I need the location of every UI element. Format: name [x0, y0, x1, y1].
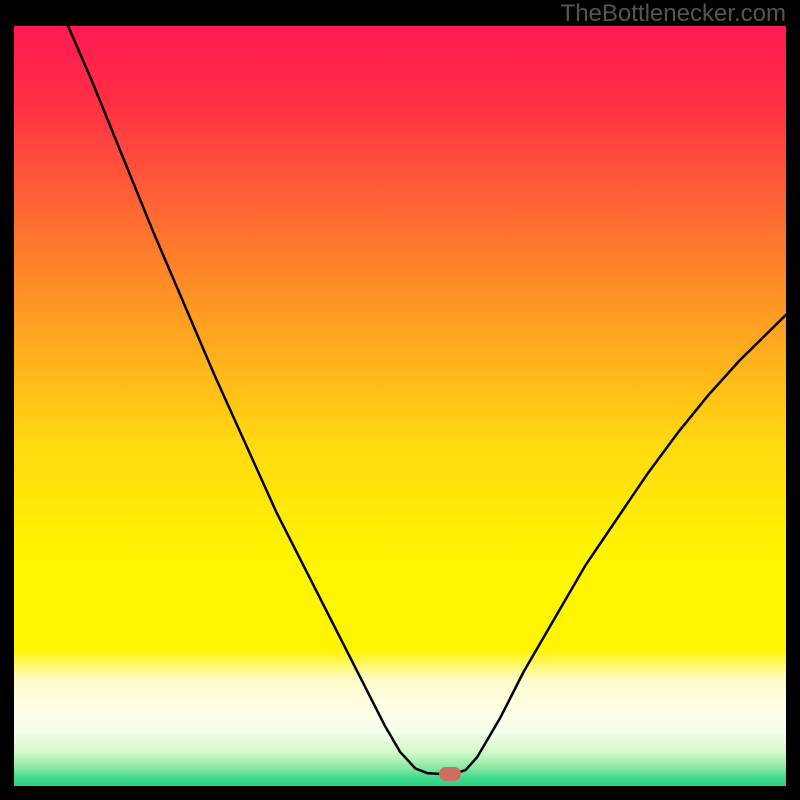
chart-container: TheBottlenecker.com — [0, 0, 800, 800]
watermark-text: TheBottlenecker.com — [561, 0, 786, 28]
optimal-point-marker — [439, 767, 461, 781]
plot-area — [14, 26, 786, 786]
bottleneck-curve — [14, 26, 786, 786]
